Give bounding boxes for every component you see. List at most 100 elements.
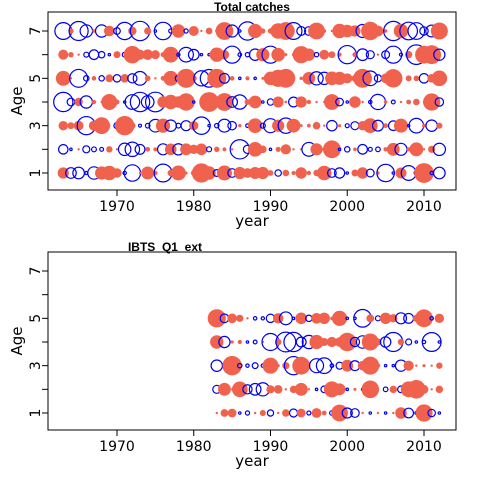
residual-positive-point — [326, 336, 337, 348]
residual-negative-point — [369, 93, 387, 111]
residual-positive-point — [299, 124, 303, 128]
residual-positive-point — [247, 142, 263, 157]
residual-negative-point — [384, 45, 403, 64]
residual-negative-point — [391, 171, 396, 175]
residual-positive-point — [232, 381, 248, 398]
residual-positive-point — [120, 74, 129, 83]
residual-positive-point — [399, 77, 403, 80]
residual-positive-point — [430, 364, 433, 367]
residual-positive-point — [220, 409, 229, 417]
x-axis-label: year — [235, 212, 269, 230]
residual-positive-point — [260, 28, 266, 34]
residual-negative-point — [408, 117, 425, 134]
residual-positive-point — [376, 53, 380, 56]
residual-negative-point — [419, 26, 429, 36]
residual-positive-point — [383, 123, 389, 129]
residual-positive-point — [405, 75, 412, 82]
residual-positive-point — [280, 144, 291, 155]
residual-negative-point — [238, 411, 242, 415]
panel-total-catches: Total catches year Age 1970 1980 1990 2000 2… — [8, 0, 457, 230]
residual-positive-point — [430, 388, 433, 391]
plot-frame — [47, 251, 457, 431]
residual-positive-point — [184, 171, 188, 175]
residual-positive-point — [150, 50, 160, 60]
residual-positive-point — [200, 29, 203, 33]
residual-positive-point — [415, 404, 433, 422]
residual-negative-point — [140, 95, 155, 109]
residual-positive-point — [419, 384, 429, 394]
residual-positive-point — [407, 380, 426, 399]
residual-positive-point — [284, 100, 288, 104]
residual-positive-point — [233, 166, 246, 180]
residual-negative-point — [341, 407, 353, 419]
residual-positive-point — [403, 360, 414, 371]
residual-positive-point — [376, 411, 380, 415]
residual-positive-point — [376, 388, 380, 391]
residual-positive-point — [406, 99, 412, 105]
residual-negative-point — [433, 48, 446, 61]
residual-negative-point — [261, 100, 265, 104]
residual-positive-point — [422, 148, 426, 151]
residual-positive-point — [256, 166, 269, 180]
residual-positive-point — [353, 147, 357, 152]
residual-negative-point — [68, 20, 89, 42]
residual-positive-point — [306, 123, 311, 128]
residual-negative-point — [178, 46, 194, 63]
residual-positive-point — [273, 385, 283, 394]
residual-positive-point — [262, 357, 279, 374]
residual-positive-point — [323, 140, 341, 159]
residual-positive-point — [248, 23, 263, 39]
residual-negative-point — [344, 123, 350, 129]
residual-positive-point — [284, 53, 288, 57]
residual-positive-point — [311, 408, 322, 418]
residual-positive-point — [361, 411, 364, 415]
residual-positive-point — [138, 171, 142, 175]
x-axis: 1970 1980 1990 2000 2010 — [99, 190, 442, 215]
residual-positive-point — [170, 165, 186, 181]
residual-positive-point — [246, 317, 249, 320]
residual-positive-point — [415, 309, 433, 328]
x-tick-label: 1980 — [176, 439, 212, 455]
residual-negative-point — [383, 363, 388, 368]
y-axis-label: Age — [8, 326, 26, 355]
residual-positive-point — [316, 165, 332, 181]
residual-positive-point — [145, 146, 151, 152]
residual-positive-point — [361, 100, 364, 104]
residual-positive-point — [395, 407, 407, 419]
residual-positive-point — [91, 99, 97, 105]
residual-negative-point — [362, 70, 379, 87]
y-axis-label: Age — [8, 86, 26, 115]
residual-positive-point — [282, 409, 290, 417]
residual-negative-point — [308, 358, 325, 374]
residual-positive-point — [55, 70, 71, 86]
residual-negative-point — [374, 315, 382, 322]
residual-positive-point — [389, 385, 397, 394]
x-tick-label: 1990 — [253, 439, 289, 455]
residual-positive-point — [101, 94, 118, 110]
residual-negative-point — [226, 96, 239, 108]
residual-negative-point — [79, 24, 94, 38]
residual-positive-point — [229, 76, 235, 81]
residual-positive-point — [435, 385, 444, 394]
residual-negative-point — [65, 167, 77, 179]
residual-positive-point — [219, 49, 230, 60]
residual-negative-point — [137, 123, 143, 128]
residual-positive-point — [341, 359, 354, 372]
residual-negative-point — [350, 408, 360, 418]
residual-positive-point — [248, 95, 262, 109]
residual-positive-point — [180, 143, 192, 156]
residual-negative-point — [314, 387, 319, 392]
residual-negative-point — [296, 26, 307, 37]
chart-title: Total catches — [214, 0, 290, 14]
residual-positive-point — [177, 93, 195, 111]
residual-negative-point — [251, 362, 259, 370]
residual-negative-point — [283, 331, 304, 353]
residual-negative-point — [429, 316, 434, 321]
x-axis-label: year — [235, 452, 269, 470]
residual-positive-point — [282, 362, 290, 370]
y-axis: 1 3 5 7 — [28, 267, 48, 417]
residual-negative-point — [288, 408, 299, 418]
residual-negative-point — [207, 123, 211, 128]
residual-positive-point — [93, 117, 111, 135]
residual-positive-point — [253, 411, 257, 415]
